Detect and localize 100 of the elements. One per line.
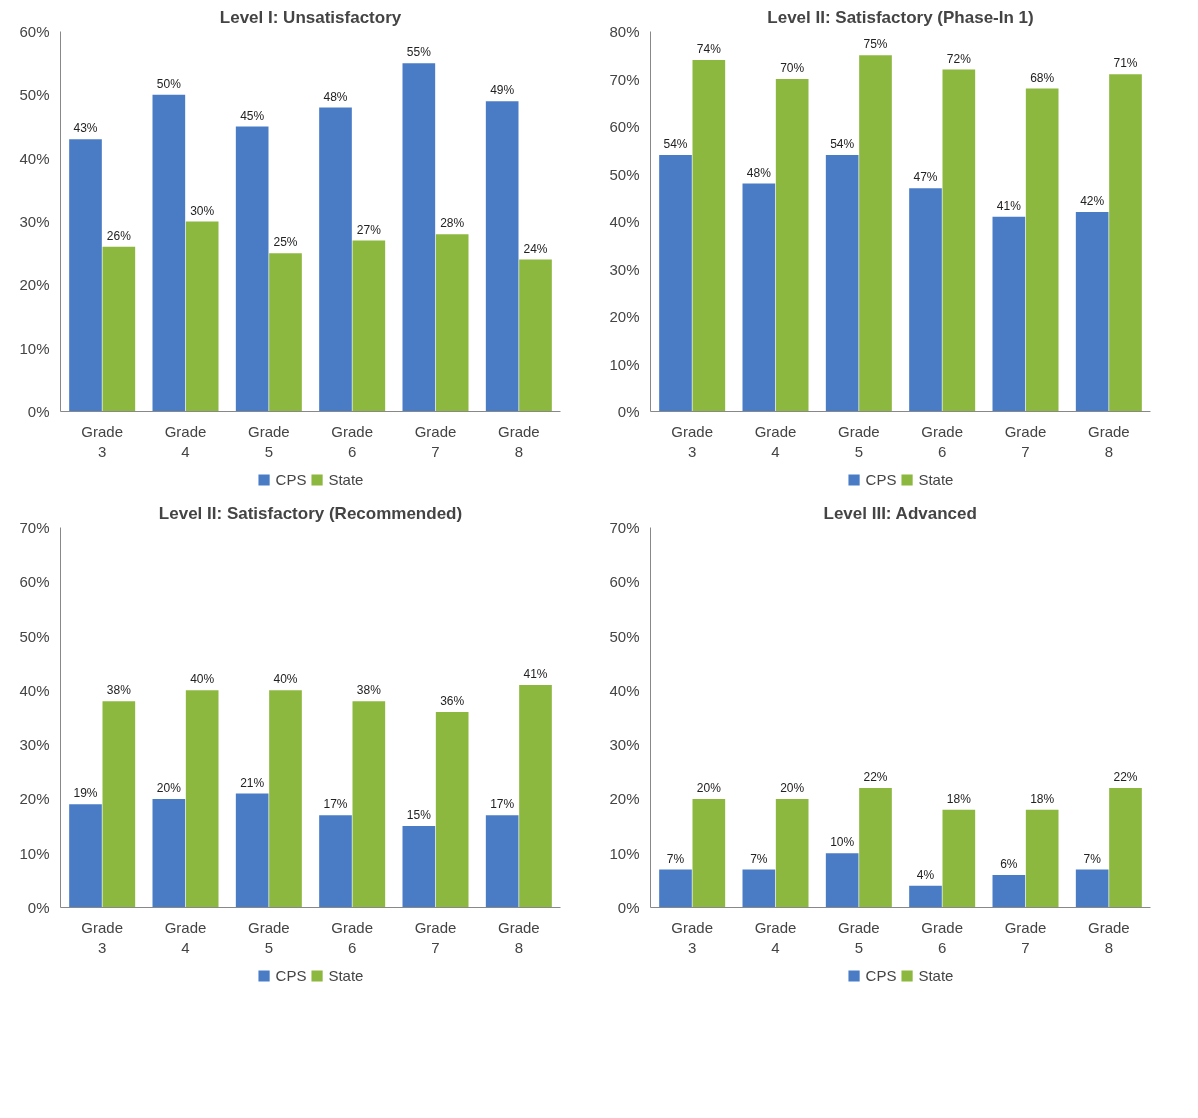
- x-tick-label: Grade 8: [1087, 918, 1130, 956]
- x-tick-label: Grade 5: [837, 918, 880, 956]
- data-label: 24%: [523, 241, 548, 256]
- bar: [1109, 74, 1142, 412]
- y-tick-label: 80%: [609, 23, 640, 40]
- bar: [775, 798, 809, 908]
- y-tick-label: 10%: [19, 844, 50, 862]
- x-tick-label: Grade 4: [754, 422, 797, 460]
- bar: [992, 216, 1026, 412]
- x-tick-label: Grade 6: [331, 422, 374, 460]
- x-tick-label: Grade 4: [164, 918, 207, 956]
- data-label: 75%: [863, 37, 888, 52]
- data-label: 45%: [240, 108, 265, 123]
- data-label: 55%: [406, 45, 432, 60]
- data-label: 38%: [356, 683, 382, 698]
- y-tick-label: 70%: [19, 519, 50, 536]
- x-tick-label: Grade 4: [754, 918, 797, 956]
- bar: [909, 885, 942, 908]
- bar: [825, 853, 859, 908]
- y-tick-label: 20%: [19, 790, 50, 808]
- data-label: 42%: [1080, 194, 1105, 208]
- legend-label: CPS: [865, 470, 897, 488]
- bar: [435, 712, 469, 908]
- data-label: 40%: [273, 672, 298, 687]
- chart-title: Level III: Advanced: [823, 503, 977, 523]
- x-tick-label: Grade 7: [1004, 422, 1047, 460]
- y-tick-label: 50%: [19, 86, 50, 104]
- bar: [319, 815, 352, 908]
- data-label: 36%: [440, 694, 465, 709]
- chart-title: Level II: Satisfactory (Phase-In 1): [767, 7, 1034, 27]
- y-tick-label: 20%: [609, 790, 640, 808]
- bar: [402, 826, 436, 908]
- data-label: 7%: [1083, 851, 1102, 866]
- data-label: 72%: [946, 51, 972, 66]
- x-tick-label: Grade 3: [81, 422, 124, 460]
- data-label: 68%: [1030, 70, 1055, 85]
- y-tick-label: 30%: [609, 736, 640, 754]
- bar: [659, 869, 692, 908]
- y-tick-label: 0%: [617, 403, 640, 420]
- data-label: 74%: [696, 42, 722, 56]
- x-tick-label: Grade 7: [414, 918, 457, 956]
- bar: [69, 804, 102, 908]
- data-label: 18%: [946, 791, 972, 806]
- x-tick-label: Grade 8: [1087, 422, 1130, 460]
- legend-label: CPS: [275, 470, 307, 488]
- bar: [742, 869, 776, 908]
- y-tick-label: 10%: [609, 355, 640, 373]
- bar: [185, 221, 219, 412]
- bar: [269, 253, 302, 412]
- bar: [519, 684, 552, 908]
- data-label: 25%: [273, 235, 298, 250]
- bar: [485, 101, 519, 412]
- bar: [352, 701, 386, 908]
- legend-label: CPS: [275, 966, 307, 984]
- data-label: 30%: [190, 203, 215, 218]
- bar: [69, 139, 102, 412]
- bar: [1025, 88, 1059, 412]
- data-label: 41%: [523, 666, 548, 681]
- legend-label: State: [328, 470, 364, 488]
- bar: [152, 94, 186, 412]
- y-tick-label: 50%: [609, 627, 640, 645]
- bar: [1025, 809, 1059, 908]
- data-label: 15%: [406, 808, 432, 823]
- data-label: 17%: [490, 797, 515, 812]
- x-tick-label: Grade 8: [497, 422, 540, 460]
- bar: [435, 234, 469, 412]
- x-tick-label: Grade 6: [921, 422, 964, 460]
- y-tick-label: 60%: [19, 23, 50, 40]
- y-tick-label: 30%: [19, 213, 50, 230]
- data-label: 40%: [190, 672, 215, 687]
- y-tick-label: 40%: [609, 681, 640, 699]
- data-label: 6%: [1000, 856, 1018, 871]
- bar: [942, 809, 976, 908]
- bar: [519, 259, 552, 412]
- y-tick-label: 50%: [609, 165, 640, 183]
- data-label: 54%: [830, 137, 855, 151]
- y-tick-label: 60%: [609, 573, 640, 591]
- data-label: 27%: [356, 222, 382, 237]
- chart-title: Level I: Unsatisfactory: [219, 7, 402, 27]
- bar: [269, 690, 302, 908]
- data-label: 49%: [490, 83, 515, 98]
- data-label: 48%: [746, 165, 772, 180]
- data-label: 71%: [1113, 56, 1138, 71]
- data-label: 43%: [73, 121, 98, 136]
- data-label: 28%: [440, 216, 465, 231]
- data-label: 20%: [156, 780, 182, 795]
- data-label: 38%: [106, 683, 132, 698]
- y-tick-label: 0%: [617, 899, 640, 916]
- bar: [825, 155, 859, 412]
- data-label: 21%: [240, 775, 265, 790]
- data-label: 41%: [996, 198, 1022, 213]
- bar: [692, 798, 726, 908]
- bar: [319, 107, 352, 412]
- bar: [1075, 212, 1109, 412]
- data-label: 26%: [106, 228, 132, 243]
- chart-title: Level II: Satisfactory (Recommended): [158, 503, 463, 523]
- bar: [909, 188, 942, 412]
- bar: [235, 126, 269, 412]
- y-tick-label: 50%: [19, 627, 50, 645]
- y-tick-label: 20%: [19, 276, 50, 294]
